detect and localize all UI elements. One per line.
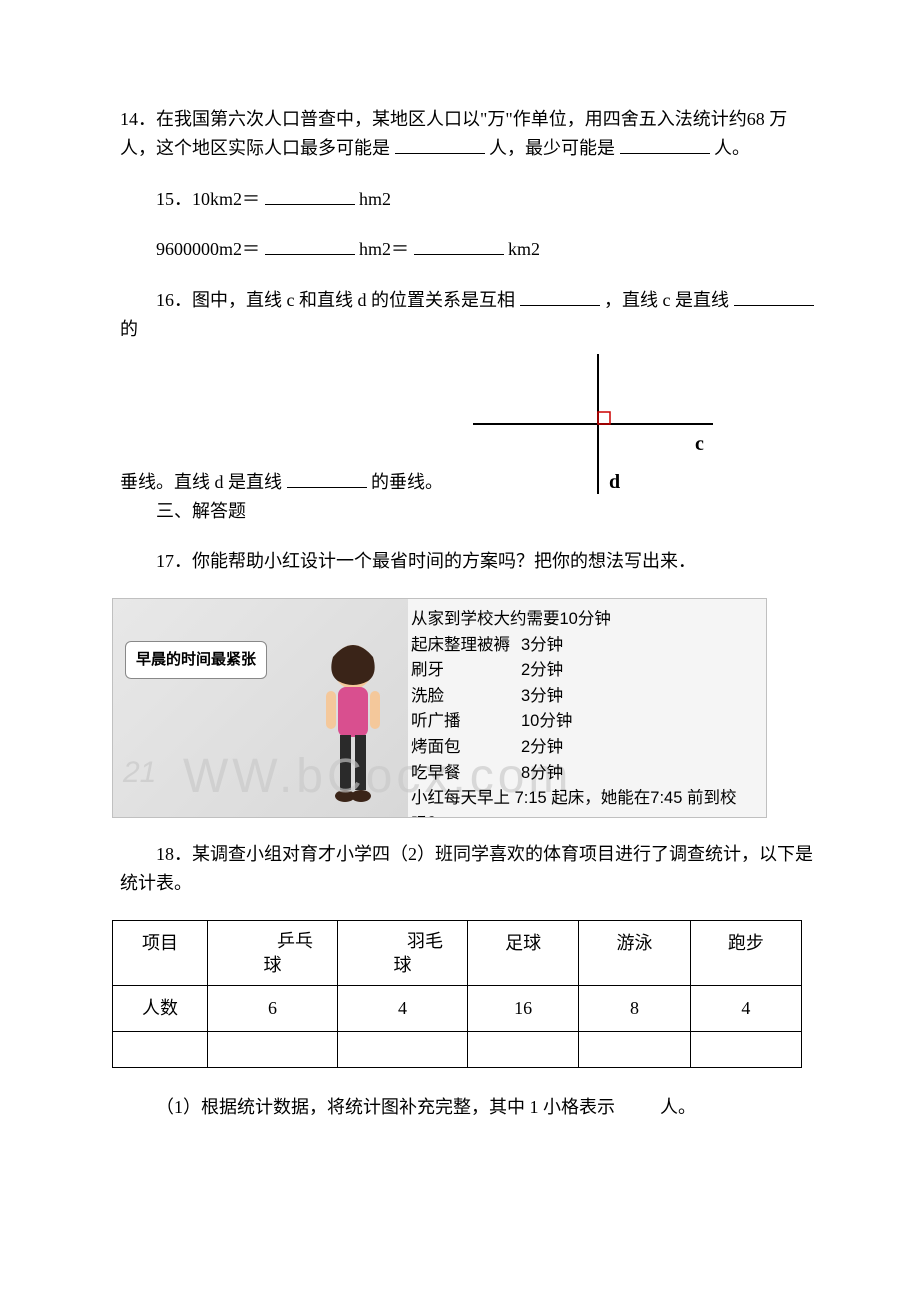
q16-blank-1[interactable] <box>520 288 600 306</box>
q16-text-c: 的 <box>120 319 138 339</box>
q15-blank-2[interactable] <box>265 237 355 255</box>
perpendicular-diagram: c d <box>463 354 723 503</box>
q17-image-box: 早晨的时间最紧张 21 WW.bCocx.com 从家到学校大约需要10分钟 起… <box>112 598 767 818</box>
table-col-2: 羽毛球 <box>338 920 468 986</box>
q14-blank-1[interactable] <box>395 136 485 154</box>
q15-blank-3[interactable] <box>414 237 504 255</box>
q16-l2-b: 的垂线。 <box>371 472 443 492</box>
q14-text-c: 人。 <box>714 138 750 158</box>
table-val-5: 4 <box>690 986 801 1032</box>
q14-text-b: 人，最少可能是 <box>489 138 615 158</box>
table-val-2: 4 <box>338 986 468 1032</box>
q18-stats-table: 项目 乒乓球 羽毛球 足球 游泳 跑步 人数 6 4 16 8 4 <box>112 920 802 1068</box>
q17-task-row: 吃早餐8分钟 <box>411 761 756 787</box>
question-14: 14．在我国第六次人口普查中，某地区人口以"万"作单位，用四舍五入法统计约68 … <box>120 105 815 163</box>
q17-speech-bubble: 早晨的时间最紧张 <box>125 641 267 679</box>
question-16: 16．图中，直线 c 和直线 d 的位置关系是互相 ，直线 c 是直线 的 垂线… <box>120 286 815 496</box>
q16-l2-a: 垂线。直线 d 是直线 <box>120 472 282 492</box>
table-row: 人数 6 4 16 8 4 <box>113 986 802 1032</box>
table-row <box>113 1032 802 1068</box>
question-18-intro: 18．某调查小组对育才小学四（2）班同学喜欢的体育项目进行了调查统计，以下是统计… <box>120 840 815 898</box>
q17-watermark-21: 21 <box>123 749 156 797</box>
table-row: 项目 乒乓球 羽毛球 足球 游泳 跑步 <box>113 920 802 986</box>
q16-blank-2[interactable] <box>734 288 814 306</box>
q15-l2-b: hm2＝ <box>359 239 409 259</box>
q18-sub1-b: 人。 <box>660 1097 696 1117</box>
q14-blank-2[interactable] <box>620 136 710 154</box>
q16-blank-3[interactable] <box>287 470 367 488</box>
q17-task-row: 刷牙2分钟 <box>411 658 756 684</box>
question-15-line1: 15．10km2＝ hm2 <box>120 185 815 214</box>
q16-text-a: 16．图中，直线 c 和直线 d 的位置关系是互相 <box>156 290 515 310</box>
table-col-4: 游泳 <box>579 920 690 986</box>
table-val-1: 6 <box>208 986 338 1032</box>
q17-task-list: 从家到学校大约需要10分钟 起床整理被褥3分钟 刷牙2分钟 洗脸3分钟 听广播1… <box>411 607 756 818</box>
table-row-label: 人数 <box>113 986 208 1032</box>
table-col-1: 乒乓球 <box>208 920 338 986</box>
table-header-label: 项目 <box>113 920 208 986</box>
q15-blank-1[interactable] <box>265 187 355 205</box>
q15-l2-a: 9600000m2＝ <box>156 239 260 259</box>
q18-sub1-a: （1）根据统计数据，将统计图补充完整，其中 1 小格表示 <box>156 1097 615 1117</box>
q17-footer: 小红每天早上 7:15 起床，她能在7:45 前到校吗？ <box>411 786 741 818</box>
table-col-3: 足球 <box>468 920 579 986</box>
question-15-line2: 9600000m2＝ hm2＝ km2 <box>120 235 815 264</box>
q16-text-b: ，直线 c 是直线 <box>604 290 729 310</box>
q15-l1-a: 15．10km2＝ <box>156 189 260 209</box>
table-val-4: 8 <box>579 986 690 1032</box>
line-d-label: d <box>609 471 620 493</box>
line-c-label: c <box>695 433 704 455</box>
q17-task-row: 听广播10分钟 <box>411 709 756 735</box>
q17-header: 从家到学校大约需要10分钟 <box>411 607 756 633</box>
q17-task-row: 起床整理被褥3分钟 <box>411 633 756 659</box>
q15-l1-b: hm2 <box>359 189 391 209</box>
q18-sub-1: （1）根据统计数据，将统计图补充完整，其中 1 小格表示 人。 <box>120 1093 815 1122</box>
table-val-3: 16 <box>468 986 579 1032</box>
q17-task-row: 洗脸3分钟 <box>411 684 756 710</box>
question-17-title: 17．你能帮助小红设计一个最省时间的方案吗？把你的想法写出来． <box>120 547 815 576</box>
q15-l2-c: km2 <box>508 239 540 259</box>
table-col-5: 跑步 <box>690 920 801 986</box>
q17-task-row: 烤面包2分钟 <box>411 735 756 761</box>
